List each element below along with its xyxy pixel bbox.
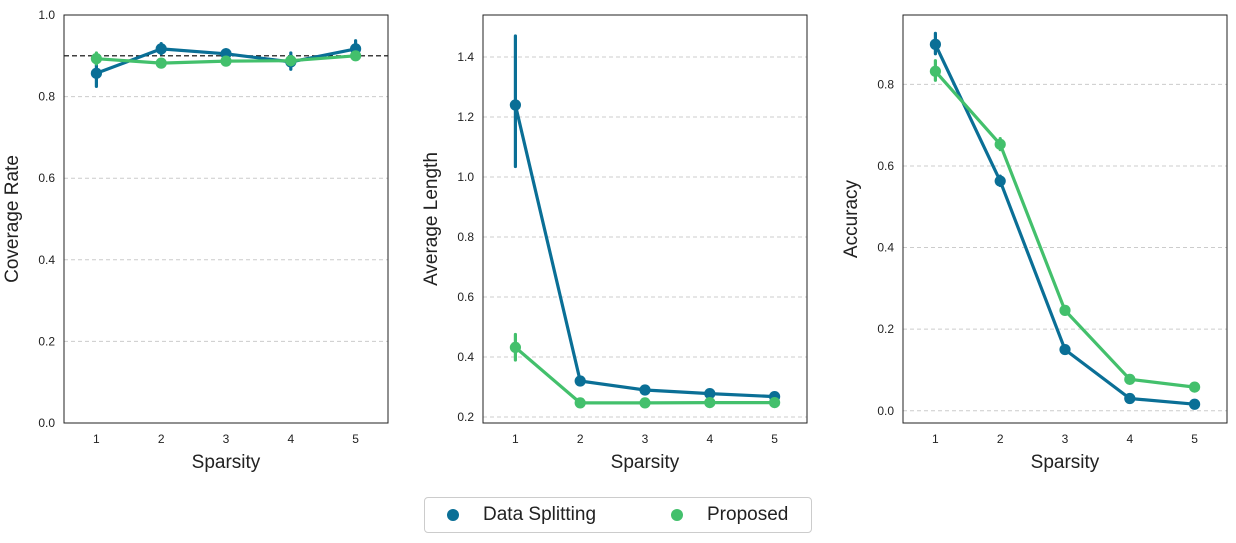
data-point-data-splitting	[1124, 392, 1136, 405]
y-tick-label: 0.8	[877, 77, 894, 91]
legend: Data Splitting Proposed	[424, 497, 812, 533]
series-line-proposed	[934, 70, 1195, 389]
y-tick-label: 1.4	[457, 50, 474, 64]
accuracy-panel: 0.0 0.2 0.4 0.6 0.8 1 2 3 4 5 Sparsity Accuracy	[841, 14, 1228, 473]
data-point-data-splitting	[994, 175, 1006, 187]
data-point-data-splitting	[509, 99, 521, 111]
y-axis-label: Average Length	[421, 152, 442, 286]
legend-marker-data-splitting	[447, 509, 459, 521]
x-tick-label: 2	[158, 432, 165, 446]
data-point-proposed	[90, 53, 102, 65]
y-tick-label: 0.2	[877, 322, 894, 336]
plot-frame	[63, 14, 389, 424]
data-point-data-splitting	[155, 43, 167, 55]
y-tick-label: 0.2	[457, 410, 474, 424]
plot-frame	[902, 14, 1228, 424]
y-tick-label: 0.4	[877, 241, 894, 255]
x-tick-label: 5	[771, 432, 778, 446]
data-point-data-splitting	[1189, 398, 1201, 410]
x-tick-label: 3	[642, 432, 649, 446]
y-tick-label: 0.6	[457, 290, 474, 304]
x-tick-label: 4	[706, 432, 713, 446]
data-point-proposed	[1059, 304, 1071, 316]
x-tick-label: 4	[287, 432, 294, 446]
y-tick-label: 0.0	[38, 416, 55, 430]
data-point-data-splitting	[704, 388, 716, 400]
y-axis-label: Coverage Rate	[2, 155, 23, 283]
data-point-proposed	[1189, 381, 1201, 393]
data-point-proposed	[929, 65, 942, 77]
x-axis-label: Sparsity	[1031, 452, 1100, 473]
x-axis-label: Sparsity	[192, 452, 261, 473]
data-point-proposed	[285, 55, 297, 67]
legend-marker-proposed	[671, 509, 683, 521]
legend-item-proposed: Proposed	[671, 498, 788, 532]
y-axis-label: Accuracy	[841, 179, 862, 258]
average-length-panel: 0.2 0.4 0.6 0.8 1.0 1.2 1.4 1 2 3 4 5 Sparsity Averag…	[421, 14, 808, 473]
x-tick-label: 1	[93, 432, 100, 446]
y-tick-label: 0.4	[457, 350, 474, 364]
series-line-data-splitting	[513, 104, 775, 399]
x-axis-label: Sparsity	[611, 452, 680, 473]
data-point-proposed	[509, 341, 521, 353]
legend-label-data-splitting: Data Splitting	[483, 504, 597, 525]
data-point-data-splitting	[929, 38, 942, 50]
y-tick-label: 0.6	[877, 159, 894, 173]
x-tick-label: 1	[512, 432, 519, 446]
y-tick-label: 0.4	[38, 253, 55, 267]
y-tick-label: 1.0	[457, 170, 474, 184]
y-tick-label: 0.8	[457, 230, 474, 244]
data-point-proposed	[994, 138, 1006, 150]
x-tick-label: 1	[932, 432, 939, 446]
data-point-data-splitting	[639, 384, 651, 396]
x-tick-label: 3	[1062, 432, 1069, 446]
legend-label-proposed: Proposed	[707, 504, 789, 525]
data-point-data-splitting	[90, 67, 102, 79]
coverage-rate-panel: 0.0 0.2 0.4 0.6 0.8 1.0 1 2 3 4 5 Sparsity Coverage …	[2, 8, 389, 473]
data-point-proposed	[769, 397, 781, 409]
x-tick-label: 3	[223, 432, 230, 446]
y-tick-label: 0.6	[38, 171, 55, 185]
x-tick-label: 2	[577, 432, 584, 446]
data-point-proposed	[704, 397, 716, 409]
x-tick-label: 5	[1191, 432, 1198, 446]
y-tick-label: 0.2	[38, 334, 55, 348]
data-point-proposed	[639, 397, 651, 409]
legend-item-data-splitting: Data Splitting	[447, 498, 596, 532]
data-point-proposed	[574, 397, 586, 409]
data-point-proposed	[350, 50, 362, 62]
y-tick-label: 1.2	[457, 110, 474, 124]
data-point-data-splitting	[574, 375, 586, 387]
y-tick-label: 0.8	[38, 90, 55, 104]
y-tick-label: 0.0	[877, 404, 894, 418]
x-tick-label: 2	[997, 432, 1004, 446]
plot-frame	[482, 14, 808, 424]
x-tick-label: 4	[1126, 432, 1133, 446]
data-point-proposed	[220, 55, 232, 67]
data-point-data-splitting	[1059, 343, 1071, 356]
x-tick-label: 5	[352, 432, 359, 446]
data-point-proposed	[1124, 373, 1136, 385]
data-point-proposed	[155, 57, 167, 69]
y-tick-label: 1.0	[38, 8, 55, 22]
